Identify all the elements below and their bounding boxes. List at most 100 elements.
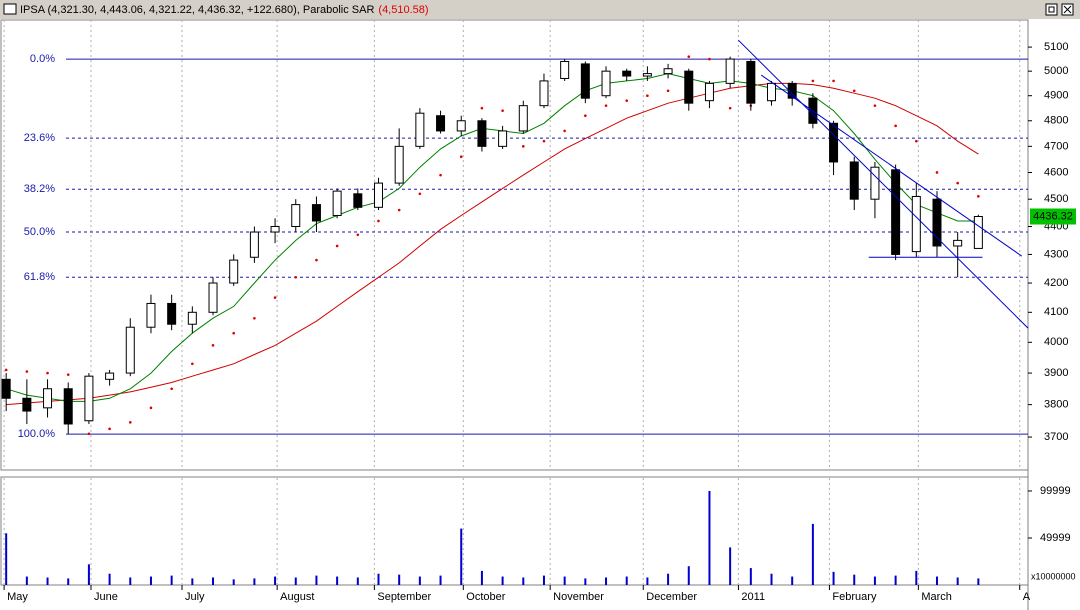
sar-dot [211, 344, 215, 347]
sar-dot [108, 427, 111, 431]
candle-body [704, 82, 714, 102]
sar-dot [852, 89, 856, 93]
close-glyph [1063, 5, 1072, 14]
volume-bar [832, 571, 835, 585]
candle-body [580, 63, 590, 99]
volume-panel [0, 476, 1029, 586]
candle-body [973, 216, 983, 249]
sar-dot [811, 79, 815, 83]
volume-bar [46, 577, 49, 585]
volume-bar [770, 573, 773, 585]
chart-title: IPSA (4,321.30, 4,443.06, 4,321.22, 4,43… [20, 4, 374, 16]
volume-bar [935, 576, 938, 585]
candle-body [105, 372, 115, 380]
volume-bar [356, 577, 359, 585]
fib-label: 50.0% [24, 226, 55, 238]
candle-body [642, 73, 652, 77]
candle-body [622, 70, 632, 77]
volume-bar [191, 578, 194, 585]
volume-bar [729, 547, 732, 585]
y-tick-label: 4900 [1044, 90, 1068, 102]
trend-line [738, 39, 1029, 329]
volume-bar [646, 577, 649, 585]
candle-body [953, 239, 963, 247]
y-tick-label: 99999 [1040, 485, 1071, 497]
sar-dot [273, 296, 277, 299]
sar-dot [459, 155, 463, 159]
sar-dot [935, 171, 939, 174]
volume-bar [667, 573, 670, 585]
sar-dot [4, 368, 8, 372]
x-tick-label: June [94, 591, 118, 603]
y-tick-label: 5000 [1044, 65, 1068, 77]
maximize-button[interactable] [1045, 3, 1058, 16]
volume-bar [853, 574, 856, 585]
volume-bar [398, 574, 401, 585]
y-tick-label: 4700 [1044, 140, 1068, 152]
volume-bar [894, 575, 897, 585]
sar-dot [149, 406, 153, 410]
sar-dot [687, 55, 691, 58]
fib-label: 100.0% [18, 428, 56, 440]
volume-bar [956, 577, 959, 585]
title-bar [0, 0, 1080, 19]
volume-bar [274, 576, 277, 585]
window-buttons [1045, 3, 1074, 16]
volume-bar [708, 490, 711, 585]
sar-dot [191, 362, 194, 366]
volume-bar [542, 575, 545, 585]
volume-bar [253, 578, 256, 585]
y-tick-label: 4500 [1044, 193, 1068, 205]
candle-body [663, 68, 673, 75]
volume-bar [232, 579, 235, 585]
volume-bar [480, 570, 483, 585]
y-tick-label: 4600 [1044, 166, 1068, 178]
sar-dot [397, 208, 401, 212]
candle-body [829, 122, 839, 163]
candle-body [415, 112, 425, 147]
trend-line [760, 74, 1023, 257]
candle-body [601, 70, 611, 97]
candle-body [870, 166, 880, 200]
window-icon [3, 3, 17, 15]
sar-dot [563, 129, 566, 133]
sar-dot [480, 106, 484, 110]
candle-body [1, 378, 11, 399]
sar-dot [294, 275, 298, 279]
candle-body [436, 115, 446, 132]
candle-body [725, 58, 735, 84]
last-price-tag [1030, 208, 1076, 225]
volume-bar [749, 568, 752, 585]
candle-body [125, 326, 135, 374]
candle-body [891, 169, 901, 255]
sar-dot [253, 316, 256, 320]
volume-bar [977, 578, 980, 585]
sar-dot [977, 195, 980, 198]
x-tick-label: December [646, 591, 697, 603]
volume-bar [873, 576, 876, 585]
sar-dot [356, 233, 360, 237]
y-tick-label: 4000 [1044, 336, 1068, 348]
x-tick-label: 2011 [741, 591, 765, 603]
candle-body [84, 375, 94, 422]
candle-body [373, 182, 383, 208]
moving-average-long [6, 82, 979, 406]
x-tick-label: February [832, 591, 877, 603]
candle-body [932, 198, 942, 247]
candle-body [456, 120, 466, 132]
sar-dot [46, 371, 49, 375]
volume-bar [915, 570, 918, 585]
candle-body [353, 193, 363, 208]
y-tick-label: 4200 [1044, 277, 1068, 289]
volume-bar [439, 575, 442, 585]
volume-bar [584, 578, 587, 585]
volume-bar [336, 576, 339, 585]
volume-bar [87, 564, 90, 585]
sar-dot [873, 104, 877, 107]
sar-dot [87, 432, 91, 436]
volume-bar [791, 576, 794, 585]
volume-bar [563, 576, 566, 585]
sar-dot [708, 57, 711, 61]
sar-dot [170, 387, 173, 391]
sar-dot [315, 258, 318, 262]
